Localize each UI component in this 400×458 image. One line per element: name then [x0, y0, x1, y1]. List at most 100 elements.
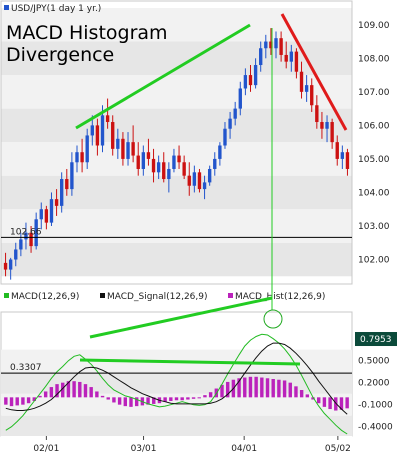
candle-body [213, 158, 217, 169]
candle-body [126, 142, 130, 159]
histogram-bar [197, 397, 201, 399]
price-y-tick-label: 107.00 [358, 88, 390, 98]
histogram-bar [26, 397, 31, 404]
histogram-bar [21, 397, 25, 405]
candlestick-series [3, 28, 350, 280]
candle-body [54, 199, 59, 206]
price-panel-bands [1, 8, 352, 277]
macd-legend-label: MACD_Hist(12,26,9) [235, 292, 325, 302]
x-axis-tick-label: 04/01 [231, 444, 257, 454]
candle-body [172, 155, 176, 169]
macd-legend-label: MACD_Signal(12,26,9) [107, 292, 208, 302]
candle-body [228, 118, 232, 129]
price-y-axis: 102.00 103.00 104.00 105.00 106.00 107.00 108.… [358, 21, 390, 266]
macd-y-tick-label: 0.2000 [358, 379, 390, 389]
price-panel-border [0, 0, 353, 285]
histogram-bar [134, 397, 139, 407]
histogram-bar [186, 397, 190, 400]
histogram-bar [123, 397, 128, 407]
candle-body [335, 142, 339, 159]
histogram-bar [89, 387, 93, 398]
candle-body [264, 41, 268, 49]
histogram-bar [288, 382, 292, 398]
macd-legend-label: MACD(12,26,9) [11, 292, 79, 302]
candle-body [182, 162, 186, 176]
histogram-bar [294, 386, 298, 398]
price-band [1, 75, 352, 109]
candle-body [151, 158, 156, 173]
macd-legend-chip [100, 293, 105, 298]
candle-body [310, 85, 314, 106]
price-band [1, 175, 352, 210]
histogram-bar [339, 397, 344, 410]
candle-body [156, 162, 161, 173]
histogram-bar [311, 397, 315, 400]
candle-body [65, 179, 69, 190]
histogram-bar [32, 397, 36, 401]
candle-body [218, 145, 222, 159]
x-axis-tick-label: 02/01 [33, 444, 59, 454]
macd-band [1, 415, 352, 436]
histogram-bar [15, 397, 19, 406]
histogram-bar [334, 397, 338, 411]
macd-rising-trendline [89, 296, 273, 339]
macd-legend: MACD(12,26,9) MACD_Signal(12,26,9) MACD_Hi… [4, 292, 325, 302]
candle-body [100, 115, 105, 146]
price-reference-label: 102.66 [10, 227, 42, 237]
histogram-bar [265, 378, 270, 398]
macd-y-tick-label: -0.4000 [358, 423, 393, 433]
candle-body [105, 115, 110, 123]
candle-body [167, 168, 171, 180]
price-falling-trendline [280, 13, 348, 131]
candle-body [284, 54, 288, 62]
candle-body [233, 108, 237, 119]
candle-body [207, 168, 212, 183]
candle-body [121, 138, 125, 159]
candle-body [29, 232, 33, 247]
price-band [1, 108, 352, 143]
x-axis-tick-label: 05/02 [325, 444, 351, 454]
x-axis-tick-label: 03/01 [131, 444, 157, 454]
histogram-bar [225, 381, 230, 398]
candle-body [19, 239, 23, 250]
histogram-bar [152, 397, 156, 404]
candle-body [14, 249, 18, 260]
candle-body [294, 51, 299, 72]
histogram-bar [78, 381, 82, 398]
candle-body [24, 232, 28, 240]
histogram-bar [55, 384, 59, 398]
price-y-tick-label: 104.00 [358, 188, 390, 198]
macd-reference-label: 0.3307 [10, 363, 42, 373]
candle-body [146, 152, 151, 159]
candle-body [238, 88, 242, 109]
candle-body [95, 125, 100, 146]
macd-histogram-series [4, 376, 349, 411]
histogram-bar [305, 394, 310, 398]
price-band [1, 242, 352, 277]
histogram-bar [95, 391, 99, 398]
histogram-bar [100, 395, 105, 398]
histogram-flat-trendline [79, 358, 301, 366]
macd-band [1, 393, 352, 416]
candle-body [325, 122, 329, 129]
candle-body [111, 122, 115, 149]
price-y-tick-label: 109.00 [358, 21, 390, 31]
histogram-bar [66, 381, 71, 398]
histogram-bar [243, 377, 247, 398]
histogram-bar [208, 392, 213, 398]
histogram-bar [112, 397, 116, 403]
candle-body [75, 152, 79, 163]
candle-body [34, 219, 38, 247]
candle-body [340, 152, 345, 159]
candle-body [131, 142, 135, 156]
histogram-bar [174, 397, 179, 401]
histogram-bar [106, 397, 110, 400]
candle-body [70, 162, 74, 190]
candle-body [192, 172, 197, 186]
histogram-bar [61, 382, 65, 398]
candle-body [299, 71, 304, 92]
histogram-bar [271, 379, 275, 398]
histogram-bar [83, 384, 88, 398]
price-legend: USD/JPY(1 day 1 yr.) [11, 4, 101, 14]
